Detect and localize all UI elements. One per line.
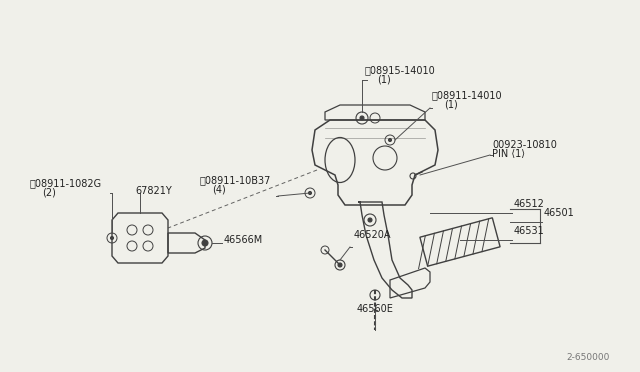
Text: 46566M: 46566M — [224, 235, 263, 245]
Text: ⓝ08911-14010: ⓝ08911-14010 — [432, 90, 502, 100]
Text: ⓝ08911-10B37: ⓝ08911-10B37 — [200, 175, 271, 185]
Text: ⓝ08911-1082G: ⓝ08911-1082G — [30, 178, 102, 188]
Text: PIN ⟨1⟩: PIN ⟨1⟩ — [492, 149, 525, 159]
Text: 46501: 46501 — [544, 208, 575, 218]
Text: 2-650000: 2-650000 — [566, 353, 610, 362]
Circle shape — [308, 192, 312, 195]
Text: (1): (1) — [444, 99, 458, 109]
Circle shape — [202, 240, 208, 246]
Text: ⓜ08915-14010: ⓜ08915-14010 — [365, 65, 436, 75]
Text: (1): (1) — [377, 74, 391, 84]
Text: 00923-10810: 00923-10810 — [492, 140, 557, 150]
Text: 46531: 46531 — [514, 226, 545, 236]
Text: (2): (2) — [42, 187, 56, 197]
Circle shape — [338, 263, 342, 267]
Text: 46512: 46512 — [514, 199, 545, 209]
Circle shape — [360, 116, 364, 120]
Circle shape — [388, 138, 392, 141]
Text: 46560E: 46560E — [357, 304, 394, 314]
Circle shape — [111, 237, 113, 240]
Circle shape — [368, 218, 372, 222]
Text: (4): (4) — [212, 184, 226, 194]
Text: 67821Y: 67821Y — [135, 186, 172, 196]
Text: 46520A: 46520A — [354, 230, 392, 240]
